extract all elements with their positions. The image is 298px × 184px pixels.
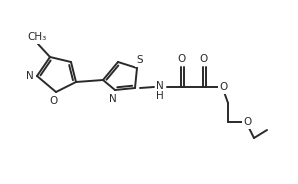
Text: O: O	[199, 54, 207, 64]
Text: O: O	[177, 54, 185, 64]
Text: H: H	[156, 91, 164, 101]
Text: O: O	[220, 82, 228, 92]
Text: N: N	[156, 81, 164, 91]
Text: N: N	[109, 94, 117, 104]
Text: CH₃: CH₃	[27, 32, 46, 42]
Text: O: O	[244, 117, 252, 127]
Text: S: S	[137, 55, 143, 65]
Text: N: N	[26, 71, 34, 81]
Text: O: O	[50, 96, 58, 106]
